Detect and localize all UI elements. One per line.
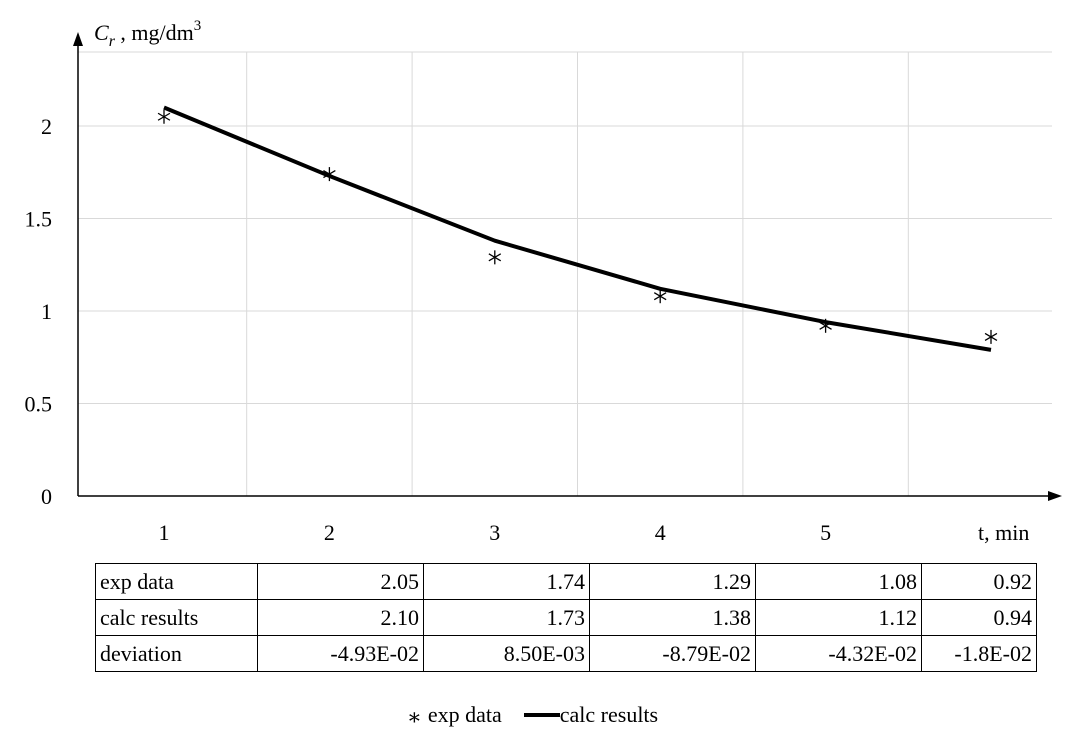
legend-label-calc: calc results (559, 701, 659, 727)
y-axis-title-subscript: r (109, 33, 116, 50)
x-tick-label: 2 (324, 520, 335, 545)
x-tick-label: 5 (820, 520, 831, 545)
exp-data-point (653, 289, 667, 304)
table-cell: -8.79E-02 (589, 635, 756, 672)
table-cell: 0.94 (921, 599, 1037, 636)
table-cell: 8.50E-03 (423, 635, 590, 672)
exp-data-point (488, 250, 502, 265)
x-tick-labels: 1 2 3 4 5 (159, 520, 832, 545)
y-axis-title-unit: , mg/dm (115, 20, 194, 45)
table-cell: -1.8E-02 (921, 635, 1037, 672)
data-table: exp data 2.05 1.74 1.29 1.08 0.92 calc r… (95, 563, 1037, 672)
table-row: exp data 2.05 1.74 1.29 1.08 0.92 (95, 563, 1037, 600)
asterisk-stroke (653, 292, 667, 301)
x-tick-label: 1 (159, 520, 170, 545)
table-cell: 0.92 (921, 563, 1037, 600)
row-label: exp data (95, 563, 258, 600)
asterisk-stroke (819, 321, 832, 330)
y-axis-title: Cr , mg/dm3 (92, 14, 264, 50)
table-cell: 2.10 (257, 599, 424, 636)
series-calc-results (163, 105, 992, 352)
y-tick-label: 2 (41, 114, 52, 139)
legend: ⁎ exp data calc results (0, 700, 1067, 728)
line-marker-icon (523, 712, 560, 717)
axes (73, 32, 1062, 501)
x-axis-title: t, min (978, 520, 1029, 545)
grid-lines (78, 51, 1052, 496)
row-label: deviation (95, 635, 258, 672)
table-cell: 1.08 (755, 563, 922, 600)
y-axis-arrow-icon (73, 32, 83, 46)
legend-label-exp: exp data (427, 701, 502, 727)
asterisk-marker-icon: ⁎ (408, 701, 420, 727)
table-cell: 1.74 (423, 563, 590, 600)
table-row: deviation -4.93E-02 8.50E-03 -8.79E-02 -… (95, 635, 1037, 672)
y-tick-label: 1.5 (25, 207, 53, 232)
table-cell: 2.05 (257, 563, 424, 600)
table-cell: 1.12 (755, 599, 922, 636)
x-axis-arrow-icon (1048, 491, 1062, 501)
y-axis-title-symbol: C (94, 20, 109, 45)
asterisk-stroke (984, 332, 998, 341)
table-cell: 1.73 (423, 599, 590, 636)
calc-results-line (163, 105, 992, 352)
x-tick-label: 3 (489, 520, 500, 545)
exp-data-point (157, 109, 171, 124)
y-axis-title-superscript: 3 (194, 18, 202, 34)
asterisk-stroke (488, 253, 502, 262)
exp-data-point (984, 329, 998, 344)
y-tick-label: 1 (41, 299, 52, 324)
y-tick-labels: 0 0.5 1 1.5 2 (25, 114, 53, 509)
asterisk-stroke (323, 170, 336, 179)
x-tick-label: 4 (655, 520, 666, 545)
table-row: calc results 2.10 1.73 1.38 1.12 0.94 (95, 599, 1037, 636)
table-cell: -4.93E-02 (257, 635, 424, 672)
exp-data-point (819, 318, 832, 333)
row-label: calc results (95, 599, 258, 636)
table-cell: 1.38 (589, 599, 756, 636)
y-tick-label: 0.5 (25, 392, 53, 417)
series-exp-data (157, 109, 998, 344)
table-cell: 1.29 (589, 563, 756, 600)
svg-text:Cr , mg/dm3: Cr , mg/dm3 (94, 18, 201, 50)
table-cell: -4.32E-02 (755, 635, 922, 672)
asterisk-stroke (157, 112, 171, 121)
y-tick-label: 0 (41, 484, 52, 509)
exp-data-point (323, 167, 336, 182)
